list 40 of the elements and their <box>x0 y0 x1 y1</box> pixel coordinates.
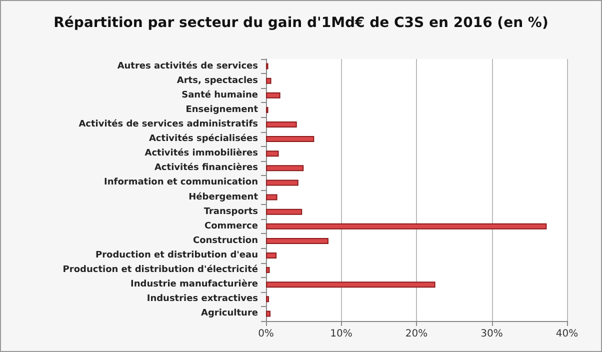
x-tick-label: 30% <box>480 328 503 340</box>
y-tick-label: Commerce <box>204 221 258 232</box>
x-tick-label: 10% <box>330 328 352 340</box>
bar <box>266 165 304 172</box>
y-tick-label: Production et distribution d'eau <box>95 250 258 260</box>
y-tick-label: Arts, spectacles <box>176 76 258 86</box>
y-tick-label: Autres activités de services <box>117 60 258 72</box>
y-tick-label: Agriculture <box>200 308 258 319</box>
bar <box>266 238 328 244</box>
bar <box>266 208 302 215</box>
x-tick-label: 40% <box>556 328 578 340</box>
chart-title: Répartition par secteur du gain d'1Md€ de C3S en 2016 (en %) <box>54 15 548 31</box>
y-tick-label: Industries extractives <box>146 294 258 304</box>
y-tick-label: Industrie manufacturière <box>130 278 258 290</box>
bar <box>266 296 270 302</box>
bar <box>266 267 270 274</box>
bar <box>266 223 547 230</box>
y-tick-label: Information et communication <box>104 178 258 188</box>
y-tick-label: Construction <box>192 236 258 246</box>
y-tick-label: Activités immobilières <box>144 148 258 159</box>
y-tick-label: Hébergement <box>188 191 259 202</box>
x-tick-label: 0% <box>258 328 274 340</box>
y-tick-label: Production et distribution d'électricité <box>62 264 258 276</box>
bar <box>266 252 277 258</box>
y-tick-label: Transports <box>204 206 258 217</box>
bar <box>266 136 314 142</box>
bar <box>266 78 272 84</box>
y-tick-label: Activités spécialisées <box>148 133 258 144</box>
y-tick-label: Activités financières <box>154 162 258 174</box>
bar <box>266 282 436 288</box>
bar <box>266 122 297 128</box>
bar <box>266 92 280 98</box>
bar <box>266 310 271 317</box>
x-tick-label: 20% <box>405 328 428 340</box>
bar <box>266 180 298 186</box>
y-tick-label: Enseignement <box>186 104 259 115</box>
y-tick-label: Activités de services administratifs <box>78 118 258 130</box>
bar <box>266 194 278 200</box>
bar <box>266 150 279 157</box>
y-tick-label: Santé humaine <box>182 89 258 100</box>
